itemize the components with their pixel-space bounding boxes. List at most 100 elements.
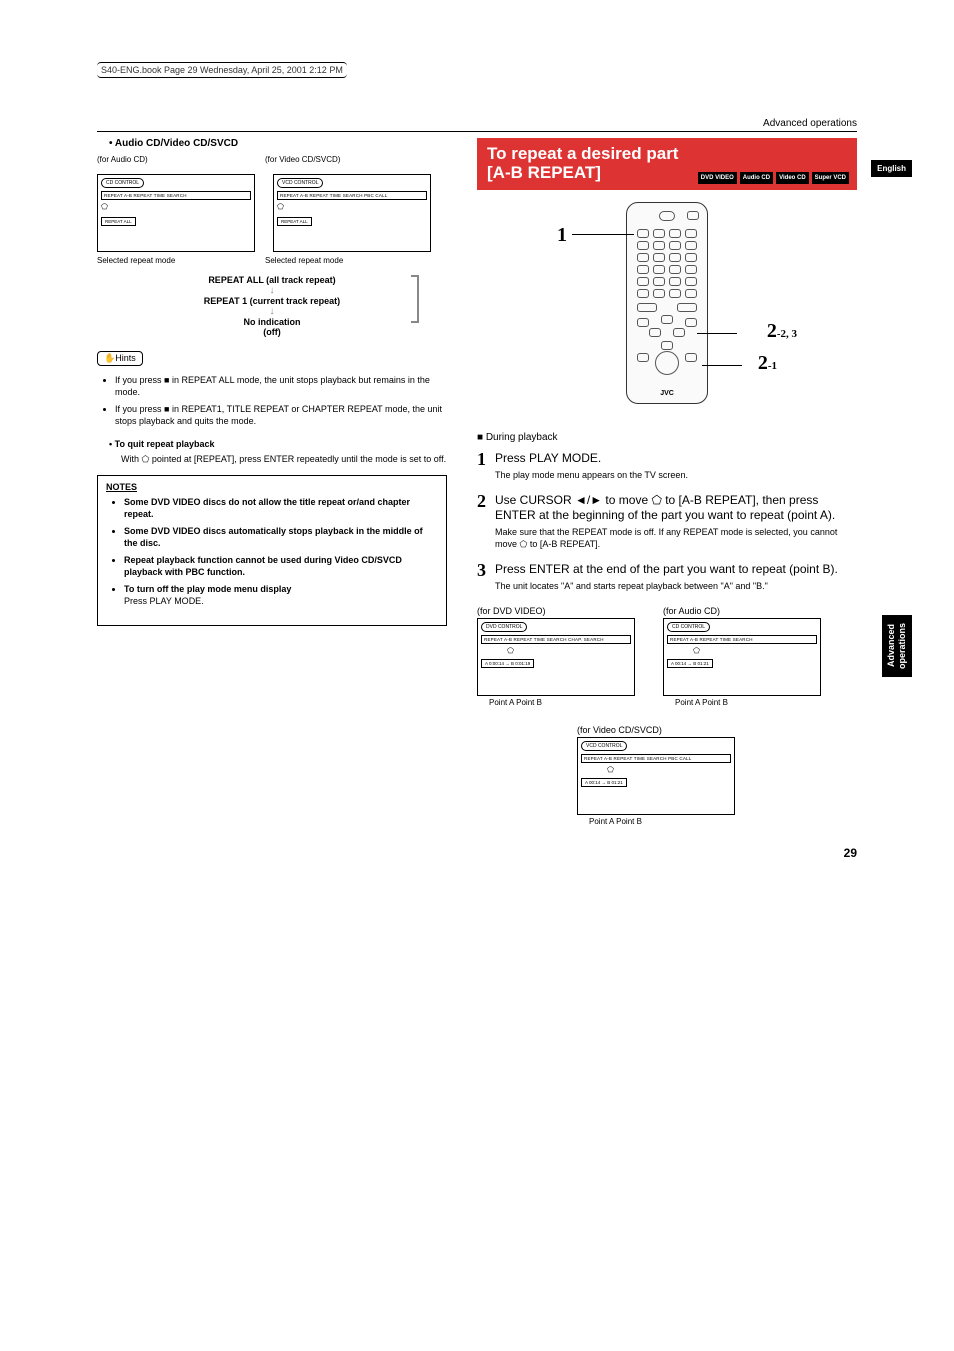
step-body: The unit locates "A" and starts repeat p… <box>495 580 857 592</box>
note-item: Some DVD VIDEO discs do not allow the ti… <box>124 496 438 520</box>
media-type-icons: DVD VIDEO Audio CD Video CD Super VCD <box>698 172 849 184</box>
points-caption: Point A Point B <box>577 817 857 826</box>
diagram-ab-value: A 0:00:14 → B 0:01:19 <box>481 659 534 668</box>
step-body: The play mode menu appears on the TV scr… <box>495 469 857 481</box>
quit-heading-text: To quit repeat playback <box>115 439 215 449</box>
hints-label: Hints <box>115 353 136 363</box>
diagram-title: CD CONTROL <box>667 622 710 632</box>
bottom-diagrams: (for DVD VIDEO) DVD CONTROL REPEAT A-B R… <box>477 606 857 826</box>
pointer-icon: ⬠ <box>277 202 427 211</box>
remote-brand: JVC <box>627 390 707 397</box>
quit-repeat-heading: • To quit repeat playback <box>109 439 447 449</box>
diagram-ab-value: A 00:14 → B 01:21 <box>581 778 627 787</box>
book-header: S40-ENG.book Page 29 Wednesday, April 25… <box>97 62 347 78</box>
note-item: Repeat playback function cannot be used … <box>124 554 438 578</box>
super-vcd-icon: Super VCD <box>812 172 849 184</box>
repeat-flow: REPEAT ALL (all track repeat) ↓ REPEAT 1… <box>97 275 447 337</box>
flow-line-none: No indication <box>97 317 447 327</box>
left-column: • Audio CD/Video CD/SVCD (for Audio CD) … <box>97 138 447 826</box>
diagram-dvd-control: DVD CONTROL REPEAT A-B REPEAT TIME SEARC… <box>477 618 635 696</box>
callout-2-1: 2-1 <box>758 352 777 375</box>
diagram-indicator: REPEAT ALL <box>101 217 136 226</box>
diag-label-vcd: (for Video CD/SVCD) <box>577 725 857 735</box>
points-caption: Point A Point B <box>663 698 821 707</box>
callout-1: 1 <box>557 224 567 247</box>
audio-cd-icon: Audio CD <box>740 172 773 184</box>
diagram-tabrow: REPEAT A-B REPEAT TIME SEARCH CHAP. SEAR… <box>481 635 631 644</box>
diagram-label-audio-cd: (for Audio CD) <box>97 155 247 164</box>
remote-wheel <box>655 351 679 375</box>
diagram-indicator: REPEAT ALL <box>277 217 312 226</box>
diagram-tabrow: REPEAT A-B REPEAT TIME SEARCH PBC CALL <box>581 754 731 763</box>
side-tab-advanced-operations: Advancedoperations <box>882 615 912 677</box>
pointer-icon: ⬠ <box>507 646 631 655</box>
step-body: Make sure that the REPEAT mode is off. I… <box>495 526 857 550</box>
note-item: Some DVD VIDEO discs automatically stops… <box>124 525 438 549</box>
flow-line-off: (off) <box>97 327 447 337</box>
step-3: 3 Press ENTER at the end of the part you… <box>477 562 857 592</box>
flow-line-one: REPEAT 1 (current track repeat) <box>97 296 447 306</box>
diag-label-cd: (for Audio CD) <box>663 606 821 616</box>
step-number: 3 <box>477 560 486 581</box>
callout-2-2-3: 2-2, 3 <box>767 320 797 343</box>
diagram-label-vcd: (for Video CD/SVCD) <box>265 155 415 164</box>
notes-box: NOTES Some DVD VIDEO discs do not allow … <box>97 475 447 626</box>
hint-item: If you press ■ in REPEAT ALL mode, the u… <box>115 374 447 398</box>
video-cd-icon: Video CD <box>776 172 809 184</box>
diag-label-dvd: (for DVD VIDEO) <box>477 606 635 616</box>
callout-line <box>572 234 634 235</box>
notes-list: Some DVD VIDEO discs do not allow the ti… <box>106 496 438 607</box>
callout-line <box>702 365 742 366</box>
diagram-vcd-control: VCD CONTROL REPEAT A-B REPEAT TIME SEARC… <box>273 174 431 252</box>
diagram-title: CD CONTROL <box>101 178 144 188</box>
diagram-title: DVD CONTROL <box>481 622 527 632</box>
notes-title: NOTES <box>106 482 438 492</box>
pointer-icon: ⬠ <box>101 202 251 211</box>
step-title: Press PLAY MODE. <box>495 451 857 466</box>
language-tab: English <box>871 160 912 177</box>
diagram-cd-control-ab: CD CONTROL REPEAT A-B REPEAT TIME SEARCH… <box>663 618 821 696</box>
title-bar-ab-repeat: To repeat a desired part[A-B REPEAT] DVD… <box>477 138 857 190</box>
pointer-icon: ⬠ <box>607 765 731 774</box>
bullet-heading-audio-cd: • Audio CD/Video CD/SVCD <box>109 138 447 149</box>
step-title: Use CURSOR ◄/► to move ⬠ to [A-B REPEAT]… <box>495 493 857 523</box>
diagram-tabrow: REPEAT A-B REPEAT TIME SEARCH <box>101 191 251 200</box>
hints-label-box: ✋Hints <box>97 351 143 366</box>
diagram-vcd-control-ab: VCD CONTROL REPEAT A-B REPEAT TIME SEARC… <box>577 737 735 815</box>
quit-repeat-body: With ⬠ pointed at [REPEAT], press ENTER … <box>121 453 447 465</box>
flow-line-all: REPEAT ALL (all track repeat) <box>97 275 447 285</box>
right-column: To repeat a desired part[A-B REPEAT] DVD… <box>477 138 857 826</box>
note-item-bold: To turn off the play mode menu display <box>124 584 291 594</box>
callout-line <box>697 333 737 334</box>
diagram-tabrow: REPEAT A-B REPEAT TIME SEARCH <box>667 635 817 644</box>
hint-item: If you press ■ in REPEAT1, TITLE REPEAT … <box>115 403 447 427</box>
diagram-cd-control: CD CONTROL REPEAT A-B REPEAT TIME SEARCH… <box>97 174 255 252</box>
diagram-title: VCD CONTROL <box>581 741 627 751</box>
pointer-icon: ⬠ <box>693 646 817 655</box>
page-number: 29 <box>97 846 857 860</box>
cycle-arrow-icon <box>411 275 419 323</box>
diagram-caption: Selected repeat mode <box>265 256 415 265</box>
remote-body: JVC <box>626 202 708 404</box>
note-item: To turn off the play mode menu display Pr… <box>124 583 438 607</box>
diagram-title: VCD CONTROL <box>277 178 323 188</box>
step-list: 1 Press PLAY MODE. The play mode menu ap… <box>477 451 857 592</box>
step-2: 2 Use CURSOR ◄/► to move ⬠ to [A-B REPEA… <box>477 493 857 550</box>
hints-list: If you press ■ in REPEAT ALL mode, the u… <box>97 374 447 427</box>
step-title: Press ENTER at the end of the part you w… <box>495 562 857 577</box>
remote-illustration: JVC 1 2-2, 3 2-1 <box>477 202 857 412</box>
step-number: 2 <box>477 491 486 512</box>
dvd-video-icon: DVD VIDEO <box>698 172 737 184</box>
step-number: 1 <box>477 449 486 470</box>
step-1: 1 Press PLAY MODE. The play mode menu ap… <box>477 451 857 481</box>
diagram-caption: Selected repeat mode <box>97 256 247 265</box>
arrow-down-icon: ↓ <box>97 306 447 317</box>
points-caption: Point A Point B <box>477 698 635 707</box>
diagram-ab-value: A 00:14 → B 01:21 <box>667 659 713 668</box>
arrow-down-icon: ↓ <box>97 285 447 296</box>
bullet-heading-text: Audio CD/Video CD/SVCD <box>115 138 238 149</box>
note-item-body: Press PLAY MODE. <box>124 596 204 606</box>
during-playback-label: ■ During playback <box>477 432 857 443</box>
section-header: Advanced operations <box>97 118 857 132</box>
diagram-tabrow: REPEAT A-B REPEAT TIME SEARCH PBC CALL <box>277 191 427 200</box>
